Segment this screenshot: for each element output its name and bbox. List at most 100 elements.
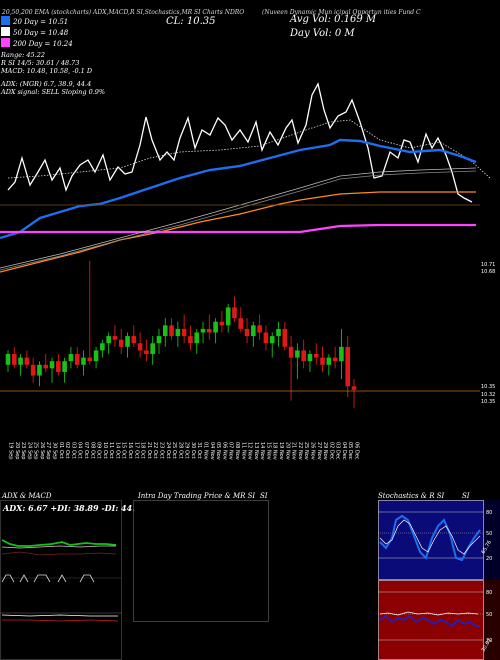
candle [276, 321, 281, 347]
ema20-line [0, 138, 477, 240]
rsi-level-20: 20 [486, 638, 492, 644]
intraday-panel [133, 500, 269, 622]
stoch-d-line [379, 519, 481, 555]
date-tick-label: 13 Nov [253, 442, 259, 460]
candle [181, 314, 187, 344]
candle [43, 354, 49, 372]
candle [131, 325, 137, 347]
grey-line-1 [0, 167, 477, 269]
candle [345, 336, 351, 398]
legend-ema50: 50 Day = 10.48 [1, 27, 68, 37]
candle [301, 339, 306, 369]
price-label-bot3: 10.35 [481, 399, 495, 405]
candle [11, 346, 17, 369]
candle [56, 354, 61, 376]
date-tick-label: 17 Oct [133, 442, 139, 459]
candle [24, 350, 30, 369]
date-tick-label: 26 Nov [309, 442, 315, 460]
date-tick-label: 16 Oct [127, 442, 133, 459]
candle [175, 321, 181, 347]
date-tick-label: 27 Nov [316, 442, 322, 460]
rsi-label: R SI 14/5: 30.61 / 48.73 [1, 59, 80, 67]
candle [162, 318, 168, 347]
adx-plus-di-line [1, 539, 117, 547]
candle [339, 328, 344, 380]
candle [5, 350, 11, 372]
candle [100, 339, 105, 358]
candle [269, 332, 275, 358]
date-tick-label: 30 Sep [52, 442, 58, 459]
date-tick-label: 08 Nov [234, 442, 240, 460]
orange-ma-line [0, 191, 476, 273]
candle [87, 260, 93, 365]
stoch-level-20: 20 [486, 556, 492, 562]
candle [30, 357, 36, 383]
legend-ema200-label: 200 Day = 10.24 [13, 40, 73, 48]
candle [74, 346, 80, 369]
candle [49, 357, 55, 383]
candle [288, 336, 294, 401]
ema50-dotted-line [7, 119, 491, 179]
date-tick-label: 04 Nov [209, 442, 215, 460]
date-tick-label: 24 Oct [165, 442, 171, 459]
candle [225, 303, 231, 333]
date-tick-label: 08 Oct [89, 442, 95, 459]
price-label-top: 10.71 [481, 262, 495, 268]
stoch-k-line [379, 514, 481, 562]
candle [68, 346, 74, 369]
candle [169, 318, 174, 340]
legend-ema20: 20 Day = 10.51 [1, 16, 68, 26]
candle [106, 332, 111, 355]
candle [295, 343, 300, 380]
date-tick-label: 03 Oct [70, 442, 76, 459]
adx-values-label: ADX: 6.67 +DI: 38.89 -DI: 44.44 [3, 503, 147, 513]
date-tick-label: 02 Oct [64, 442, 70, 459]
date-tick-label: 20 Nov [284, 442, 290, 460]
candle [18, 354, 23, 376]
candle [93, 346, 99, 369]
intraday-panel-title: Intra Day Trading Price & MR SI [138, 492, 256, 500]
date-tick-label: 28 Oct [177, 442, 183, 459]
macd-line [1, 614, 118, 617]
candle [307, 350, 313, 372]
moving-average-lines [0, 82, 491, 273]
adx-label: ADX: (MGR) 6.7, 38.9, 44.4 [1, 80, 92, 88]
candle [137, 332, 143, 358]
date-tick-label: 02 Dec [328, 442, 334, 460]
candle [118, 328, 124, 355]
range-label: Range: 45.22 [1, 51, 45, 59]
legend-ema200: 200 Day = 10.24 [1, 38, 73, 48]
rsi-level-50: 50 [486, 612, 492, 618]
price-label-bot2: 10.32 [481, 392, 495, 398]
date-tick-label: 07 Oct [83, 442, 89, 459]
date-tick-label: 29 Nov [322, 442, 328, 460]
candle [156, 328, 162, 355]
date-tick-label: 21 Nov [291, 442, 297, 460]
candle [244, 318, 250, 344]
legend-ema20-label: 20 Day = 10.51 [13, 18, 69, 26]
adx-steps-line [1, 574, 95, 583]
candle [326, 354, 332, 376]
candle [81, 350, 86, 376]
candle [200, 321, 206, 344]
date-tick-label: 18 Nov [272, 442, 278, 460]
adx-minus-di-line [1, 551, 117, 556]
candle [320, 346, 325, 372]
date-tick-label: 26 Sep [39, 442, 45, 459]
candlesticks [5, 260, 357, 408]
stochastics-panel: 80 50 20 65.76 [378, 500, 500, 580]
candle [62, 357, 67, 383]
legend-ema200-swatch [1, 38, 10, 47]
candle [37, 361, 42, 387]
date-tick-label: 15 Oct [121, 442, 127, 459]
macd-label: MACD: 10.48, 10.58, -0.1 D [1, 67, 93, 75]
date-tick-label: 07 Nov [228, 442, 234, 460]
adx-macd-panel [0, 500, 122, 660]
candle [188, 325, 193, 351]
date-tick-label: 15 Nov [265, 442, 271, 460]
date-tick-label: 05 Dec [347, 442, 353, 460]
rsi-panel: 80 50 20 30.61 [378, 580, 500, 660]
candle [144, 339, 149, 362]
candle [112, 325, 118, 347]
price-label-bot1: 10.35 [481, 384, 495, 390]
